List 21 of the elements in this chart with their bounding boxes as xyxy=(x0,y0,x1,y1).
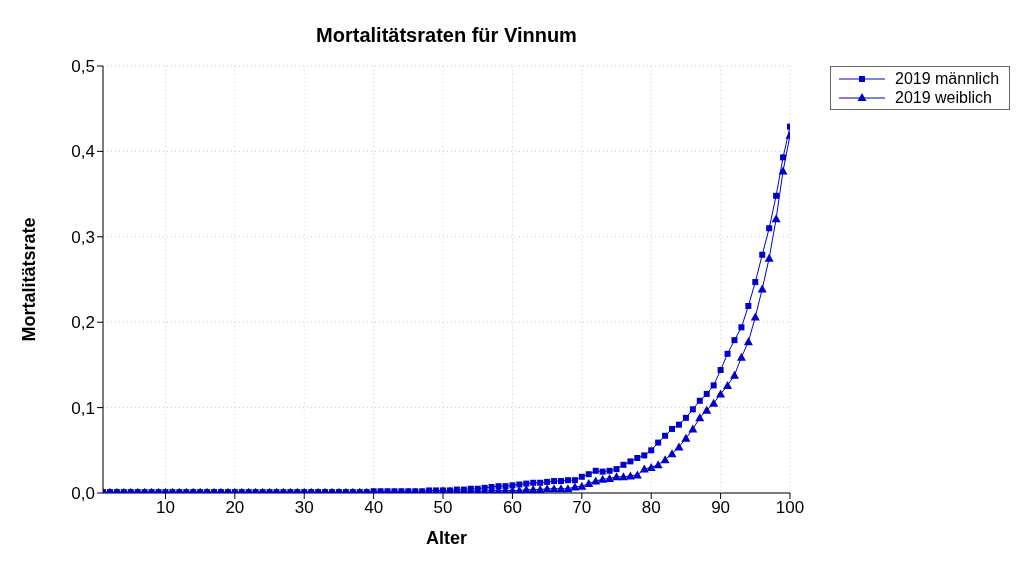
x-tick-label: 90 xyxy=(711,498,731,518)
x-tick-label: 70 xyxy=(572,498,592,518)
y-tick-label: 0,1 xyxy=(71,398,95,418)
x-tick-label: 10 xyxy=(155,498,175,518)
y-tick-label: 0,2 xyxy=(71,313,95,333)
y-tick-label: 0,0 xyxy=(71,484,95,504)
x-tick-label: 40 xyxy=(364,498,384,518)
x-tick-label: 60 xyxy=(502,498,522,518)
legend-label: 2019 weiblich xyxy=(895,88,992,107)
x-tick-label: 100 xyxy=(775,498,805,518)
x-tick-label: 80 xyxy=(641,498,661,518)
x-tick-label: 20 xyxy=(225,498,245,518)
y-tick-label: 0,5 xyxy=(71,57,95,77)
x-tick-label: 30 xyxy=(294,498,314,518)
chart-title: Mortalitätsraten für Vinnum xyxy=(315,24,578,47)
y-tick-label: 0,3 xyxy=(71,227,95,247)
y-axis-title: Mortalitätsrate xyxy=(19,217,40,342)
x-axis-title: Alter xyxy=(425,527,468,548)
y-tick-label: 0,4 xyxy=(71,142,95,162)
x-tick-label: 50 xyxy=(433,498,453,518)
legend-label: 2019 männlich xyxy=(895,69,1000,88)
